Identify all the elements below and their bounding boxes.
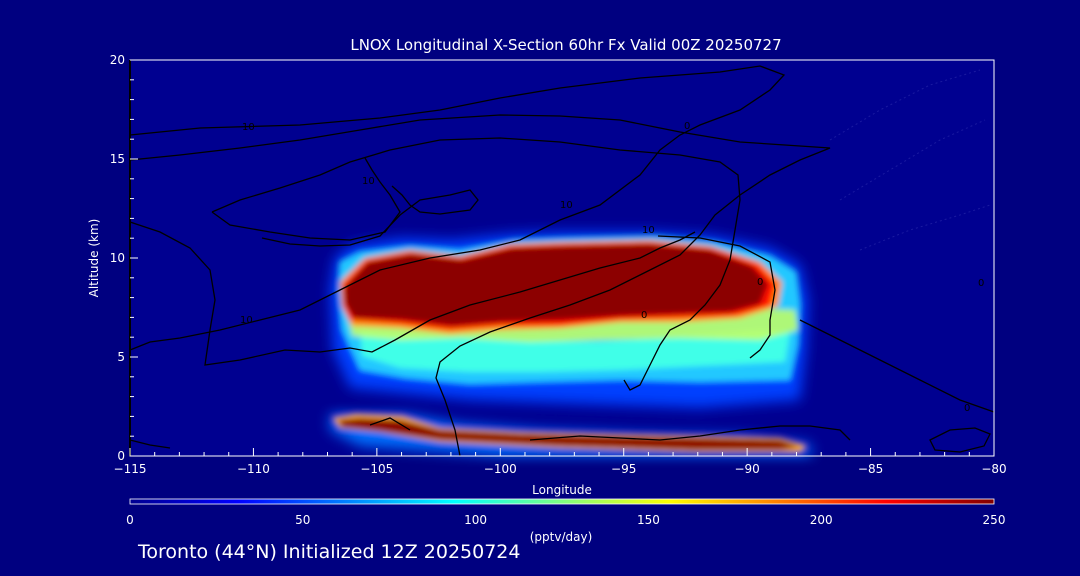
- y-tick-label: 10: [110, 251, 125, 265]
- colorbar-label: (pptv/day): [530, 530, 593, 544]
- contour-label: 10: [560, 200, 573, 211]
- contour-label-group: 10 10 10 10 10 0 0 0 0 0: [240, 121, 984, 414]
- contour-label: 0: [964, 403, 970, 414]
- y-axis-label: Altitude (km): [87, 219, 101, 298]
- contour-label: 10: [242, 122, 255, 133]
- x-tick-label: −110: [237, 462, 270, 476]
- faint-contour-2: [839, 119, 986, 201]
- colorbar-tick-label: 100: [464, 513, 487, 527]
- contour-6: [129, 221, 696, 366]
- contour-8: [799, 319, 995, 413]
- x-tick-label: −85: [858, 462, 883, 476]
- plume-cyan-inner: [360, 330, 790, 372]
- y-tick-label: 15: [110, 152, 125, 166]
- lowband-core: [338, 418, 800, 450]
- y-tick-label: 5: [117, 350, 125, 364]
- faint-contour-1: [829, 69, 981, 141]
- contour-5: [261, 185, 479, 247]
- contour-10: [929, 427, 991, 453]
- contour-2: [129, 114, 831, 457]
- faint-contours: [829, 69, 991, 251]
- chart-title: LNOX Longitudinal X-Section 60hr Fx Vali…: [350, 36, 781, 54]
- colorbar-tick-label: 200: [810, 513, 833, 527]
- colorbar-tick-label: 150: [637, 513, 660, 527]
- contour-11: [369, 417, 411, 431]
- footer-caption: Toronto (44°N) Initialized 12Z 20250724: [138, 541, 521, 563]
- x-tick-label: −90: [734, 462, 759, 476]
- x-tick-label: −80: [981, 462, 1006, 476]
- x-tick-label: −105: [360, 462, 393, 476]
- contour-label: 10: [362, 176, 375, 187]
- faint-contour-3: [859, 204, 991, 251]
- y-tick-label: 20: [110, 53, 125, 67]
- x-tick-label: −95: [611, 462, 636, 476]
- contour-label: 0: [641, 310, 647, 321]
- x-axis: −115 −110 −105 −100 −95 −90 −85 −80: [114, 448, 1007, 476]
- contour-label: 10: [642, 225, 655, 236]
- contour-label: 0: [757, 277, 763, 288]
- colorbar-tick-label: 250: [983, 513, 1006, 527]
- x-tick-label: −100: [484, 462, 517, 476]
- contour-3: [211, 137, 741, 391]
- contour-label: 0: [978, 278, 984, 289]
- contour-label: 10: [240, 315, 253, 326]
- colorbar-tick-label: 0: [126, 513, 134, 527]
- colorbar-fill: [130, 499, 994, 504]
- contour-4: [211, 157, 401, 241]
- contour-lines: [129, 65, 995, 457]
- contour-9: [529, 425, 851, 441]
- y-tick-label: 0: [117, 449, 125, 463]
- y-axis: 0 5 10 15 20: [110, 53, 138, 463]
- colorbar-frame: [129, 498, 995, 505]
- contour-7: [657, 235, 776, 359]
- colorbar: 0 50 100 150 200 250: [126, 498, 1006, 527]
- colorbar-tick-label: 50: [295, 513, 310, 527]
- contour-label: 0: [684, 121, 690, 132]
- heatmap-field: [330, 232, 812, 456]
- x-tick-label: −115: [114, 462, 147, 476]
- contour-1: [129, 65, 786, 351]
- x-axis-label: Longitude: [532, 483, 592, 497]
- contour-12: [129, 439, 171, 449]
- plot-area: 10 10 10 10 10 0 0 0 0 0: [129, 59, 995, 457]
